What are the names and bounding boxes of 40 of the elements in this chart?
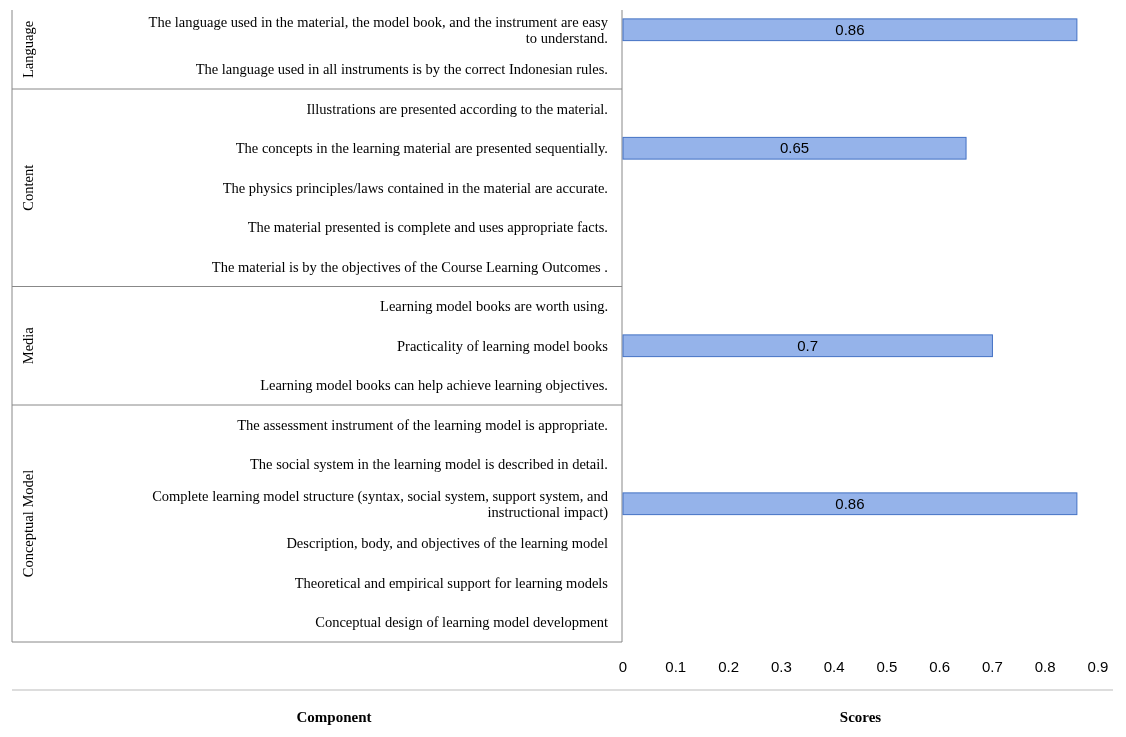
bar [622,334,993,358]
x-tick-label: 0.1 [665,658,687,675]
y-tick-label: Learning model books are worth using. [380,298,608,315]
data-label: 0.7 [797,336,819,354]
data-label: 0.86 [835,494,865,512]
text: Conceptual Model [20,469,36,578]
x-tick-label: 0.6 [929,658,951,675]
y-tick-label: The concepts in the learning material are presented sequentially. [235,140,608,157]
x-axis-title: Scores [839,709,882,725]
y-tick-label: The assessment instrument of the learning model is appropriate. [237,416,608,433]
text: Media [20,326,36,365]
x-tick-label: 0.8 [1034,658,1056,675]
y-tick-label: Complete learning model structure (syntax, social system, support system, and instructional impact) [152,487,609,521]
y-tick-label: The social system in the learning model is described in detail. [250,456,608,473]
text: Content [20,164,36,211]
x-tick-label: 0.3 [770,658,792,675]
text: Language [20,20,36,79]
y-tick-label: The material is by the objectives of the Course Learning Outcomes . [211,258,608,275]
x-tick-label: 0 [618,658,628,675]
x-tick-label: 0.2 [718,658,739,675]
y-tick-label: The language used in all instruments is by the correct Indonesian rules. [195,61,608,78]
y-tick-label: Conceptual design of learning model development [315,614,608,631]
bar [622,136,967,160]
bar [622,18,1078,42]
y-tick-label: Practicality of learning model books [396,337,609,354]
x-tick-label: 0.7 [982,658,1003,675]
y-tick-label: Theoretical and empirical support for learning models [294,574,609,591]
x-tick-label: 0.5 [876,658,898,675]
data-label: 0.86 [835,20,865,38]
y-tick-label: Description, body, and objectives of the learning model [286,535,608,552]
y-tick-label: The material presented is complete and uses appropriate facts. [247,219,608,236]
y-tick-label: The language used in the material, the model book, and the instrument are easy to understand. [148,13,609,46]
x-tick-label: 0.9 [1087,658,1109,675]
x-tick-label: 0.4 [823,658,845,675]
y-axis-title: Component [296,709,372,725]
y-tick-label: The physics principles/laws contained in the material are accurate. [222,179,608,196]
y-tick-label: Illustrations are presented according to the material. [306,100,608,117]
y-tick-label: Learning model books can help achieve learning objectives. [260,377,608,394]
data-label: 0.65 [779,139,810,157]
bar [622,492,1078,516]
